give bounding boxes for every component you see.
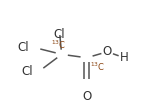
- Text: O: O: [103, 45, 112, 58]
- Text: Cl: Cl: [17, 41, 29, 54]
- Text: H: H: [120, 51, 129, 64]
- Text: $^{13}$C: $^{13}$C: [90, 60, 105, 72]
- Text: Cl: Cl: [54, 28, 65, 41]
- Text: O: O: [82, 90, 91, 103]
- Text: $^{13}$C: $^{13}$C: [51, 39, 66, 51]
- Text: Cl: Cl: [22, 65, 33, 78]
